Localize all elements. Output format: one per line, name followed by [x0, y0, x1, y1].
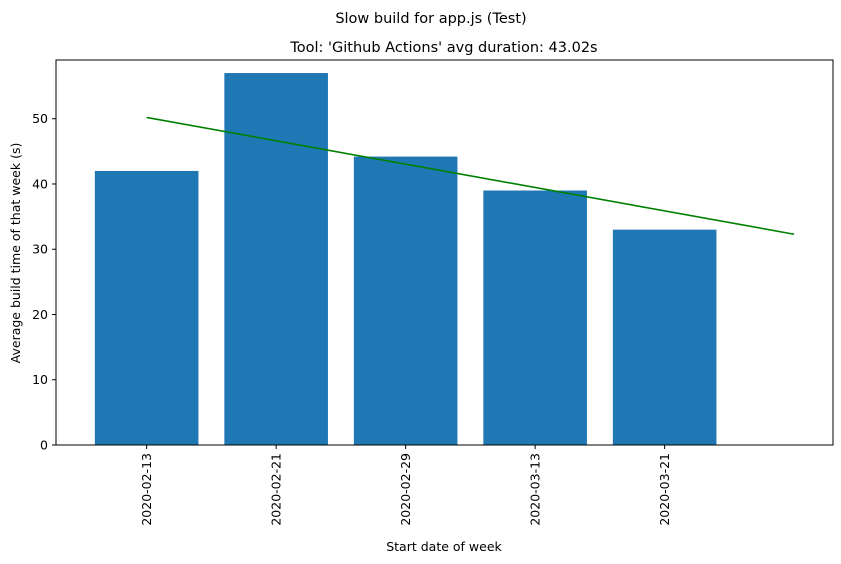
chart-title: Tool: 'Github Actions' avg duration: 43.…: [289, 40, 597, 56]
x-tick-label: 2020-02-21: [269, 453, 284, 526]
x-tick-label: 2020-02-29: [398, 453, 413, 526]
bar-2020-03-13: [483, 190, 587, 445]
bar-2020-02-29: [353, 156, 458, 445]
trend-line: [146, 116, 795, 236]
y-tick-label: 0: [40, 438, 48, 453]
y-axis-label: Average build time of that week (s): [8, 143, 23, 364]
y-tick-label: 10: [32, 372, 48, 387]
bar-2020-02-13: [94, 170, 199, 446]
y-tick-label: 40: [32, 176, 48, 191]
x-axis-label: Start date of week: [386, 539, 502, 554]
chart-suptitle: Slow build for app.js (Test): [335, 11, 526, 27]
y-tick-label: 50: [32, 111, 48, 126]
x-tick-label: 2020-03-21: [657, 453, 672, 526]
bar-2020-02-21: [224, 73, 328, 446]
x-tick-label: 2020-02-13: [139, 453, 154, 526]
y-tick-label: 30: [32, 242, 48, 257]
y-tick-label: 20: [32, 307, 48, 322]
plot-frame: [55, 59, 834, 446]
x-axis-ticks: 2020-02-13 2020-02-21 2020-02-29 2020-03-13…: [139, 445, 672, 526]
y-axis-ticks: 0 10 20 30 40 50: [32, 111, 56, 453]
bars-group: [94, 73, 717, 446]
x-tick-label: 2020-03-13: [528, 453, 543, 526]
bar-2020-03-21: [612, 229, 717, 445]
